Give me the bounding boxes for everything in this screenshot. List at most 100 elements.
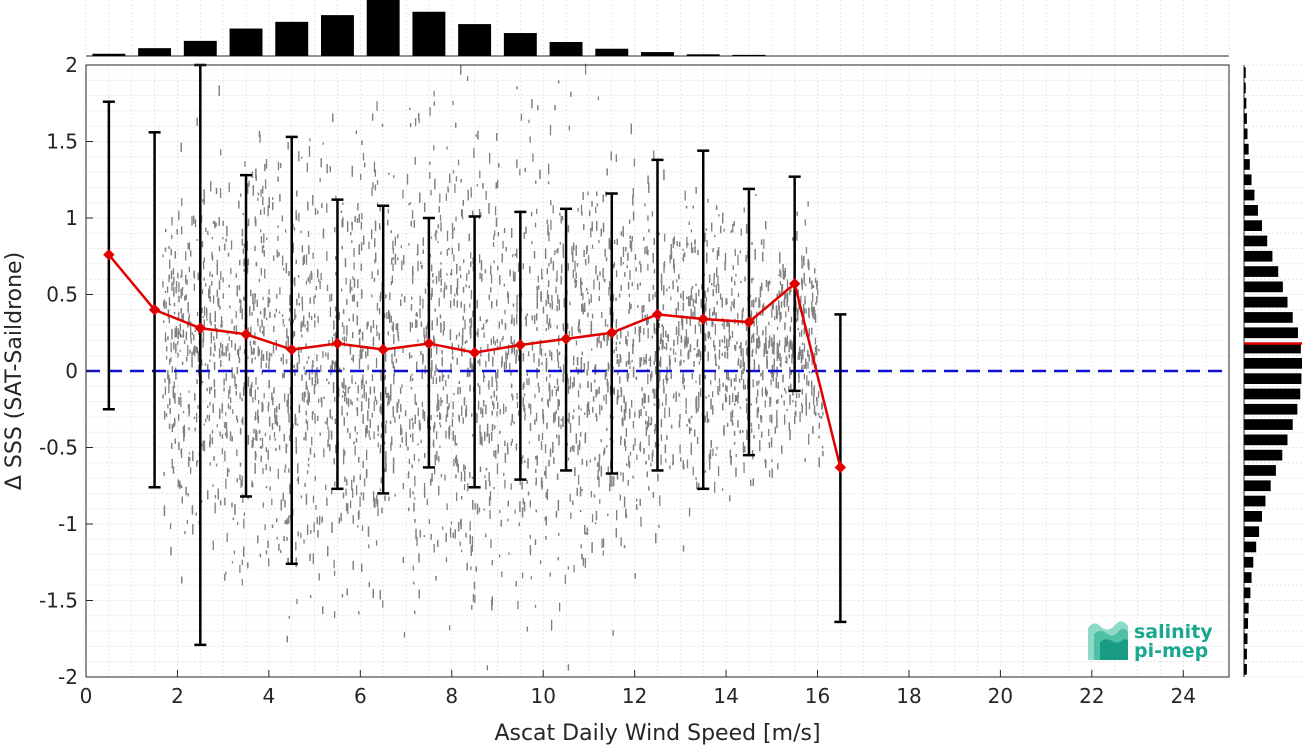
scatter-point — [379, 226, 381, 230]
scatter-point — [594, 379, 596, 383]
scatter-point — [181, 226, 183, 235]
scatter-point — [429, 172, 431, 179]
scatter-point — [304, 483, 306, 487]
scatter-point — [667, 378, 669, 381]
scatter-point — [629, 366, 631, 369]
scatter-point — [725, 396, 728, 402]
scatter-point — [734, 344, 736, 350]
scatter-point — [279, 287, 281, 295]
scatter-point — [552, 205, 554, 214]
scatter-point — [673, 264, 675, 274]
scatter-point — [289, 435, 291, 441]
scatter-point — [300, 156, 303, 159]
scatter-point — [351, 222, 353, 231]
scatter-point — [448, 247, 450, 251]
scatter-point — [574, 278, 576, 284]
top-hist-bar — [366, 0, 400, 56]
scatter-point — [360, 263, 363, 271]
scatter-point — [495, 395, 498, 401]
scatter-point — [254, 357, 256, 360]
scatter-point — [415, 361, 418, 372]
scatter-point — [663, 386, 665, 394]
scatter-point — [593, 279, 595, 290]
scatter-point — [339, 367, 341, 371]
scatter-point — [373, 400, 375, 412]
scatter-point — [286, 635, 288, 643]
scatter-point — [389, 420, 392, 424]
scatter-point — [620, 284, 622, 291]
scatter-point — [715, 312, 717, 322]
scatter-point — [445, 414, 447, 423]
scatter-point — [567, 323, 569, 329]
scatter-point — [587, 291, 589, 295]
scatter-point — [534, 604, 537, 608]
scatter-point — [242, 493, 244, 504]
scatter-point — [433, 422, 436, 429]
scatter-point — [421, 368, 423, 380]
scatter-point — [625, 361, 628, 367]
scatter-point — [254, 451, 257, 461]
scatter-point — [282, 353, 284, 365]
top-hist-bar — [183, 40, 217, 56]
scatter-point — [201, 289, 204, 295]
scatter-point — [661, 324, 663, 327]
scatter-point — [490, 265, 492, 276]
scatter-point — [620, 537, 622, 547]
scatter-point — [822, 450, 824, 457]
scatter-point — [180, 396, 182, 407]
scatter-point — [388, 310, 390, 319]
scatter-point — [260, 267, 262, 276]
scatter-point — [718, 349, 721, 360]
scatter-point — [669, 365, 671, 373]
scatter-point — [414, 393, 416, 405]
scatter-point — [706, 239, 708, 247]
scatter-point — [676, 279, 678, 283]
scatter-point — [559, 366, 562, 372]
scatter-point — [382, 600, 384, 608]
scatter-point — [477, 400, 480, 410]
scatter-point — [524, 407, 526, 414]
scatter-point — [584, 432, 587, 443]
scatter-point — [464, 319, 466, 330]
scatter-point — [392, 263, 394, 272]
scatter-point — [525, 315, 527, 327]
right-hist-bar — [1244, 633, 1248, 645]
scatter-point — [646, 421, 649, 430]
scatter-point — [397, 234, 399, 239]
scatter-point — [323, 448, 325, 458]
scatter-point — [710, 398, 712, 410]
scatter-point — [424, 288, 427, 294]
scatter-point — [730, 456, 732, 464]
scatter-point — [317, 415, 319, 421]
scatter-point — [236, 449, 238, 457]
scatter-point — [654, 429, 656, 434]
scatter-point — [609, 484, 611, 492]
scatter-point — [381, 507, 383, 514]
scatter-point — [173, 311, 176, 315]
scatter-point — [485, 467, 488, 471]
scatter-point — [241, 397, 243, 401]
scatter-point — [567, 457, 570, 461]
scatter-point — [387, 331, 389, 336]
scatter-point — [342, 202, 344, 205]
scatter-point — [814, 277, 817, 284]
scatter-point — [722, 403, 724, 411]
scatter-point — [772, 299, 774, 310]
scatter-point — [422, 298, 424, 309]
scatter-point — [756, 408, 759, 418]
scatter-point — [648, 434, 650, 446]
scatter-point — [784, 414, 786, 425]
scatter-point — [193, 283, 196, 291]
scatter-point — [761, 387, 764, 397]
scatter-point — [260, 189, 262, 197]
scatter-point — [770, 370, 772, 375]
scatter-point — [335, 315, 337, 319]
scatter-point — [196, 461, 198, 467]
scatter-point — [268, 416, 271, 427]
scatter-point — [637, 304, 639, 308]
scatter-point — [579, 383, 581, 389]
scatter-point — [795, 302, 797, 312]
scatter-point — [341, 395, 344, 398]
scatter-point — [576, 263, 579, 267]
scatter-point — [629, 361, 631, 366]
